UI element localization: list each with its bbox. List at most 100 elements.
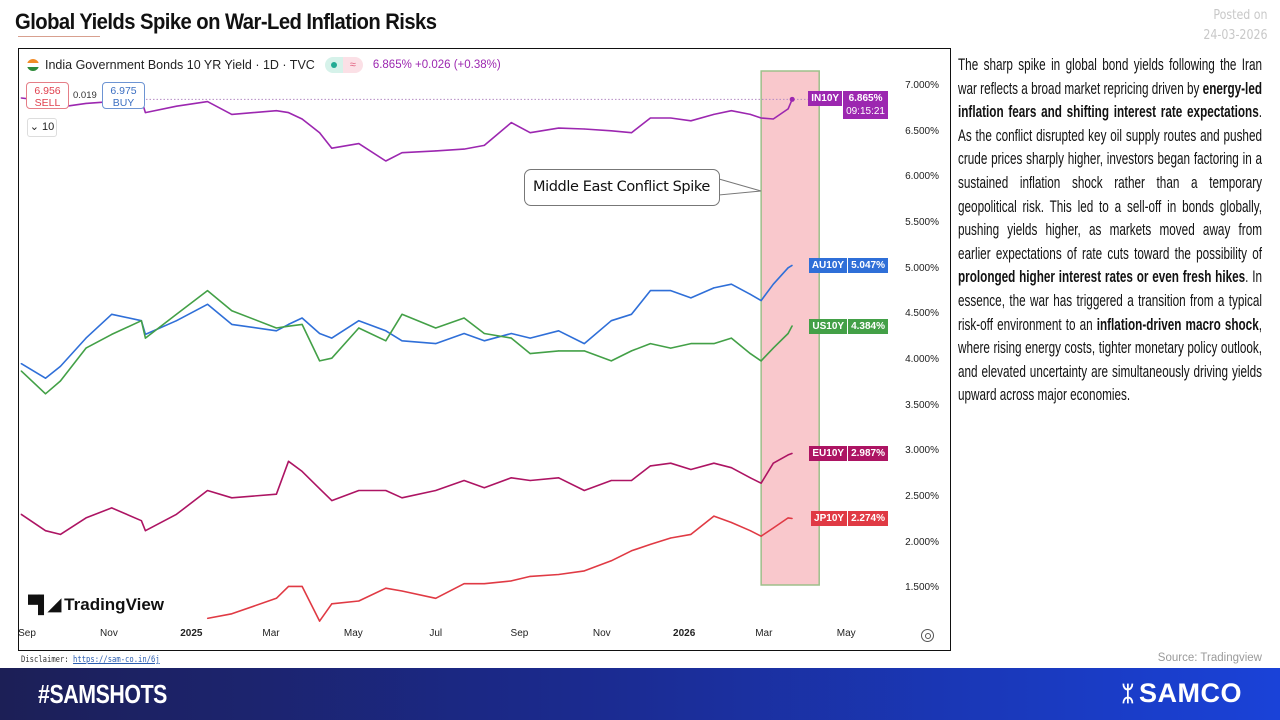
data-point — [730, 283, 733, 285]
data-point — [331, 357, 333, 359]
data-point — [760, 482, 762, 484]
data-point — [772, 283, 774, 285]
data-point — [670, 347, 672, 349]
page-title: Global Yields Spike on War-Led Inflation… — [15, 9, 437, 34]
data-point — [301, 470, 303, 472]
data-point — [583, 350, 585, 352]
data-point — [331, 337, 333, 339]
badge-symbol: US10Y — [809, 318, 848, 334]
x-tick-label: May — [836, 628, 856, 639]
badge-value: 2.987% — [848, 446, 888, 462]
data-point — [111, 313, 113, 315]
data-point — [275, 493, 277, 495]
samco-logo[interactable]: ᛯ SAMCO — [1121, 678, 1242, 709]
data-point — [385, 160, 387, 162]
data-point — [630, 132, 633, 134]
symbol-title[interactable]: India Government Bonds 10 YR Yield · 1D … — [45, 58, 315, 72]
badge-value: 4.384% — [848, 318, 888, 334]
data-point — [301, 317, 303, 319]
approx-icon: ≈ — [342, 57, 363, 73]
x-tick-label: Sep — [510, 628, 529, 639]
yield-chart[interactable]: India Government Bonds 10 YR Yield · 1D … — [18, 48, 951, 651]
data-point — [649, 465, 652, 467]
data-point — [690, 297, 692, 299]
x-tick-label: Mar — [755, 628, 773, 639]
series-line-eu10y — [20, 452, 793, 536]
series-line-au10y — [20, 264, 793, 380]
data-point — [85, 517, 87, 519]
buy-price: 6.975 — [110, 85, 137, 97]
data-point — [670, 289, 672, 292]
data-point — [59, 365, 61, 367]
y-tick-label: 5.000% — [905, 262, 939, 274]
data-point — [206, 101, 209, 103]
x-tick-label: Nov — [592, 628, 611, 639]
data-point — [358, 600, 360, 602]
commentary-run: The sharp spike in global bond yields fo… — [958, 55, 1263, 98]
data-point — [144, 111, 147, 114]
settings-gear-icon[interactable] — [921, 629, 934, 642]
data-point — [175, 513, 178, 515]
data-point — [319, 360, 321, 362]
data-point — [20, 97, 22, 99]
title-underline — [18, 36, 100, 37]
badge-in10y: IN10Y 6.865% 09:15:21 — [808, 91, 888, 120]
data-point — [772, 462, 774, 464]
data-point — [690, 533, 692, 535]
status-pill[interactable]: ≈ — [324, 57, 363, 73]
y-tick-label: 3.500% — [905, 399, 939, 411]
footer-banner: #SAMSHOTS ᛯ SAMCO — [0, 668, 1280, 720]
data-point — [140, 320, 142, 322]
data-point — [760, 535, 762, 537]
y-tick-label: 3.000% — [905, 445, 939, 457]
badge-jp10y: JP10Y 2.274% — [811, 511, 888, 527]
data-point — [385, 489, 387, 492]
badge-symbol: IN10Y — [808, 91, 843, 107]
disclaimer-link[interactable]: https://sam-co.in/6j — [73, 655, 160, 665]
data-point — [649, 289, 652, 292]
data-point — [175, 320, 178, 322]
data-point — [630, 350, 633, 352]
data-point — [749, 352, 751, 355]
data-point — [529, 337, 531, 339]
y-tick-label: 2.500% — [905, 490, 939, 502]
tradingview-logo[interactable]: ▀▌◢ TradingView — [28, 595, 164, 615]
sell-button[interactable]: 6.956 SELL — [26, 82, 69, 109]
buy-button[interactable]: 6.975 BUY — [102, 82, 145, 109]
y-tick-label: 1.500% — [905, 582, 939, 594]
data-point — [331, 147, 333, 149]
data-point — [231, 323, 233, 325]
data-point — [144, 337, 147, 339]
disclaimer: Disclaimer: https://sam-co.in/6j — [21, 655, 160, 665]
data-point — [610, 360, 612, 362]
data-point — [206, 289, 209, 292]
data-point — [510, 580, 512, 582]
data-point — [749, 530, 751, 532]
data-point — [558, 127, 560, 129]
data-point — [231, 497, 233, 499]
data-point — [558, 573, 560, 576]
data-point — [206, 303, 209, 305]
data-point — [140, 520, 142, 522]
series-line-us10y — [20, 289, 793, 395]
commentary-highlight: energy-led inflation fears and shifting … — [958, 78, 1263, 122]
indicators-toggle[interactable]: ⌄ 10 — [27, 118, 57, 137]
data-point — [610, 560, 612, 562]
posted-label: Posted on — [1213, 8, 1268, 23]
data-point — [610, 320, 612, 322]
y-tick-label: 6.000% — [905, 171, 939, 183]
data-point — [558, 477, 560, 479]
x-tick-label: Mar — [262, 628, 280, 639]
data-point — [529, 575, 531, 577]
data-point — [463, 583, 465, 585]
badge-symbol: JP10Y — [811, 511, 848, 527]
data-point — [331, 603, 333, 605]
y-tick-label: 6.500% — [905, 125, 939, 137]
data-point — [713, 342, 715, 345]
x-tick-label: Nov — [100, 628, 118, 639]
data-point — [730, 110, 733, 112]
data-point — [287, 325, 290, 327]
chart-header: India Government Bonds 10 YR Yield · 1D … — [27, 57, 501, 73]
data-point — [287, 585, 290, 588]
data-point — [44, 377, 47, 379]
